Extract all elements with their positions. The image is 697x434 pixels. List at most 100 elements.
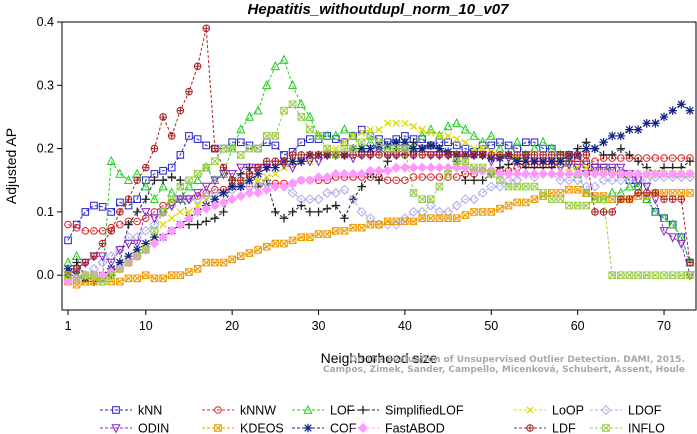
data-point-cof [409,144,418,153]
data-point-kdeos [418,214,426,223]
data-point-knnw [64,220,72,229]
data-point-inflo [124,258,133,267]
data-point-ldf [478,151,487,159]
data-point-fastabod [322,172,333,183]
data-point-ldf [573,151,582,159]
data-point-fastabod [296,175,307,186]
data-point-knnw [617,154,625,162]
data-point-ldof [486,181,497,192]
data-point-lof [296,98,306,109]
data-point-cof [288,156,297,166]
data-point-odin [598,163,609,174]
data-point-inflo [591,195,599,204]
data-point-loop [401,119,409,128]
data-point-fastabod [201,203,212,214]
data-point-inflo [81,271,90,279]
data-point-kdeos [332,227,340,235]
data-point-fastabod [512,168,523,179]
data-point-odin [573,163,583,174]
data-point-inflo [582,201,591,210]
data-point-lof [123,174,134,185]
data-point-kdeos [228,255,236,264]
data-point-ldf [176,106,185,115]
data-point-inflo [340,144,349,153]
data-point-fastabod [209,200,220,211]
data-point-fastabod [304,175,315,186]
data-point-cof [625,125,634,134]
data-point-knnw [90,227,98,235]
data-point-ldf [668,195,677,203]
data-point-knn [116,198,124,207]
data-point-simplifiedlof [132,207,142,217]
data-point-fastabod [330,168,341,179]
data-point-ldf [228,176,236,184]
data-point-loop [392,119,401,128]
data-point-inflo [487,170,496,178]
data-point-simplifiedlof [616,144,626,153]
data-point-knnw [418,173,426,181]
data-point-loop [435,132,444,140]
data-point-loop [478,144,487,153]
data-point-fastabod [607,168,618,179]
data-point-lof [460,124,470,134]
data-point-fastabod [278,181,289,192]
data-point-inflo [539,189,547,197]
watermark-line-1: Campos, Zimek, Sander, Campello, Micenko… [323,365,685,375]
data-point-knnw [427,173,435,181]
x-tick-label: 70 [657,319,671,333]
data-point-ldof [322,187,333,198]
data-point-ldf [375,151,383,159]
data-point-ldof [106,251,117,262]
data-point-fastabod [244,187,255,198]
data-point-kdeos [288,236,297,245]
data-point-lof [262,79,272,90]
data-point-simplifiedlof [271,207,280,217]
data-point-cof [132,245,142,255]
data-point-knnw [660,154,668,162]
data-point-ldof [356,206,367,217]
data-point-cof [262,163,272,172]
data-point-ldf [297,151,306,159]
data-point-loop [349,132,357,140]
data-point-kdeos [513,198,522,207]
data-point-lof [279,54,289,64]
data-point-odin [193,189,203,199]
data-point-inflo [513,182,522,191]
data-point-kdeos [254,246,262,254]
data-point-cof [547,156,557,166]
data-point-kdeos [409,217,418,226]
data-point-inflo [176,182,185,191]
data-point-lof [478,136,488,147]
data-point-ldof [365,213,376,224]
data-point-kdeos [504,201,513,210]
data-point-inflo [271,132,280,140]
data-point-odin [659,227,669,237]
data-point-knn [202,141,211,150]
data-point-knnw [141,214,150,223]
data-point-fastabod [564,168,575,179]
data-point-inflo [383,144,392,153]
legend-marker [303,423,313,433]
data-point-lof [106,155,116,166]
data-point-kdeos [573,185,582,194]
data-point-simplifiedlof [167,172,176,182]
data-point-cof [227,182,237,191]
data-point-inflo [435,182,444,191]
data-point-cof [538,156,548,166]
data-point-ldf [686,258,694,267]
data-point-fastabod [546,168,557,179]
data-point-odin [115,246,125,256]
data-point-fastabod [97,270,108,281]
data-point-inflo [228,144,236,153]
data-point-fastabod [218,197,229,208]
data-point-knnw [642,154,651,162]
data-point-inflo [211,157,219,166]
y-axis: 0.0 0.1 0.2 0.3 0.4 [37,15,62,282]
data-point-cof [366,144,375,153]
legend-label: kNN [138,404,162,418]
data-point-odin [106,258,116,268]
data-point-ldf [254,163,262,172]
data-point-ldf [245,170,254,178]
x-tick-label: 40 [398,319,412,333]
data-point-ldf [262,157,271,165]
